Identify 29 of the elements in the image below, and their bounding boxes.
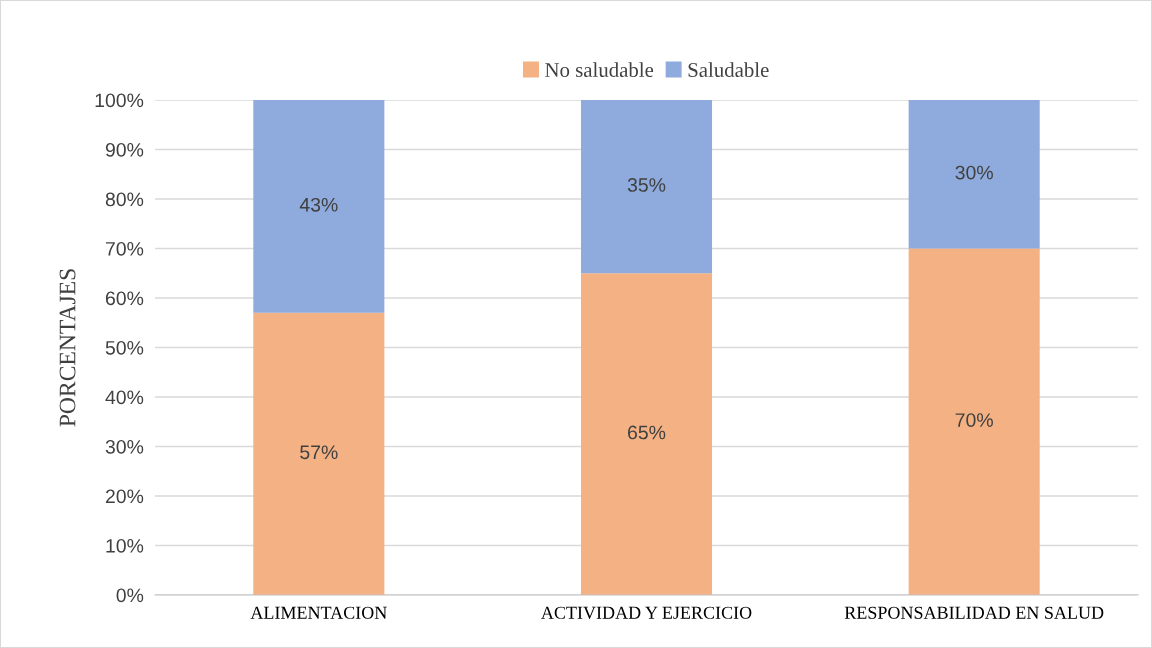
y-tick-label: 100% [95,93,144,108]
data-label: 57% [300,445,338,460]
bar [580,100,713,274]
legend-label: Saludable [688,62,769,78]
bar [580,273,713,595]
y-tick-label: 90% [105,142,144,157]
y-tick-label: 80% [105,192,144,207]
data-label: 65% [628,425,666,440]
bar [908,248,1040,595]
data-label: 30% [955,165,993,180]
x-tick-label: ACTIVIDAD Y EJERCICIO [541,606,752,619]
bar [253,312,385,595]
x-tick-label: ALIMENTACION [250,606,387,619]
bar [908,100,1040,249]
data-label: 35% [627,178,666,192]
data-label: 43% [299,197,338,212]
y-tick-label: 20% [105,489,144,504]
y-tick-label: 30% [105,439,144,454]
y-tick-label: 40% [105,390,144,405]
y-tick-label: 0% [116,588,144,603]
y-tick-label: 60% [105,291,144,306]
y-axis-title: PORCENTAJES [59,269,76,427]
y-tick-label: 70% [105,241,144,256]
bar [253,100,385,313]
x-tick-label: RESPONSABILIDAD EN SALUD [844,606,1104,619]
legend-label: No saludable [545,62,654,78]
y-tick-label: 50% [105,340,144,355]
y-tick-label: 10% [106,538,144,553]
data-label: 70% [955,413,993,427]
